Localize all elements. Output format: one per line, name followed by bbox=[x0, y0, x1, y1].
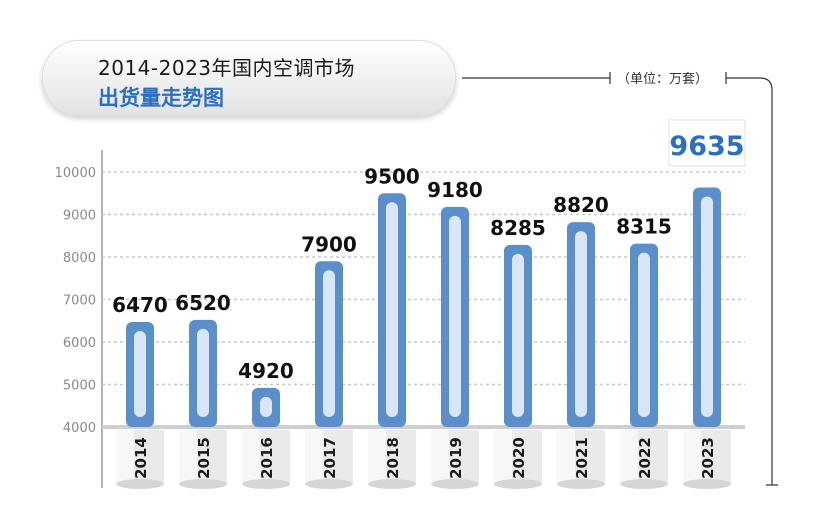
x-tick-label: 2017 bbox=[321, 437, 339, 479]
x-pedestal-base bbox=[305, 479, 353, 489]
bar-inner bbox=[449, 215, 461, 417]
y-tick-label: 4000 bbox=[63, 421, 96, 436]
value-label: 9180 bbox=[427, 178, 483, 202]
x-pedestal-shine bbox=[368, 430, 386, 484]
x-pedestal-shine bbox=[305, 430, 323, 484]
x-tick-label: 2023 bbox=[699, 437, 717, 479]
x-tick-label: 2018 bbox=[384, 437, 402, 479]
x-pedestal-base bbox=[557, 479, 605, 489]
y-tick-label: 9000 bbox=[63, 209, 96, 224]
chart-title: 2014-2023年国内空调市场 bbox=[98, 56, 356, 80]
value-label: 8820 bbox=[553, 193, 609, 217]
y-tick-label: 7000 bbox=[63, 294, 96, 309]
x-pedestal-base bbox=[242, 479, 290, 489]
value-label: 9500 bbox=[364, 164, 420, 188]
x-pedestal-shine bbox=[431, 430, 449, 484]
x-pedestal-base bbox=[683, 479, 731, 489]
x-pedestal-shine bbox=[179, 430, 197, 484]
y-tick-label: 5000 bbox=[63, 379, 96, 394]
value-label: 4920 bbox=[238, 359, 294, 383]
value-label: 7900 bbox=[301, 232, 357, 256]
bar-inner bbox=[701, 196, 713, 417]
x-tick-label: 2022 bbox=[636, 437, 654, 479]
x-tick-label: 2015 bbox=[195, 437, 213, 479]
bar-inner bbox=[512, 253, 524, 417]
unit-bracket bbox=[462, 72, 778, 486]
title-pill bbox=[42, 40, 456, 116]
value-label: 6470 bbox=[112, 293, 168, 317]
x-pedestal-shine bbox=[242, 430, 260, 484]
x-pedestal-base bbox=[179, 479, 227, 489]
x-tick-label: 2021 bbox=[573, 437, 591, 479]
y-tick-label: 10000 bbox=[55, 166, 96, 181]
y-tick-labels: 4000 5000 6000 7000 8000 9000 10000 bbox=[55, 166, 96, 436]
bar-inner bbox=[323, 270, 335, 417]
x-pedestal-shine bbox=[557, 430, 575, 484]
value-labels: 6470 6520 4920 7900 9500 9180 8285 8820 8315 9635 bbox=[112, 119, 746, 383]
highlight-value-box bbox=[668, 119, 746, 167]
x-pedestal-shine bbox=[494, 430, 512, 484]
x-pedestal-shine bbox=[683, 430, 701, 484]
x-pedestal-base bbox=[494, 479, 542, 489]
x-tick-label: 2016 bbox=[258, 437, 276, 479]
x-tick-label: 2019 bbox=[447, 437, 465, 479]
pedestal-layer: 2014 2015 2016 2017 2018 2019 2020 2021 2022 2023 bbox=[116, 430, 731, 489]
x-tick-label: 2014 bbox=[132, 437, 150, 479]
bar-inner bbox=[638, 252, 650, 417]
x-pedestal-base bbox=[368, 479, 416, 489]
x-pedestal-base bbox=[620, 479, 668, 489]
bar-layer bbox=[126, 187, 721, 427]
value-label: 6520 bbox=[175, 291, 231, 315]
bar-inner bbox=[386, 202, 398, 417]
x-tick-label: 2020 bbox=[510, 437, 528, 479]
bar-inner bbox=[575, 231, 587, 417]
x-pedestal-base bbox=[116, 479, 164, 489]
bar-inner bbox=[134, 331, 146, 417]
x-pedestal-base bbox=[431, 479, 479, 489]
bar-inner bbox=[197, 328, 209, 417]
unit-label: （单位：万套） bbox=[617, 72, 709, 87]
value-label: 8285 bbox=[490, 216, 546, 240]
chart-subtitle: 出货量走势图 bbox=[98, 86, 224, 110]
y-tick-label: 6000 bbox=[63, 336, 96, 351]
value-label: 8315 bbox=[616, 215, 672, 239]
x-pedestal-shine bbox=[620, 430, 638, 484]
value-label: 9635 bbox=[669, 131, 744, 162]
y-tick-label: 8000 bbox=[63, 251, 96, 266]
x-pedestal-shine bbox=[116, 430, 134, 484]
bar-inner bbox=[260, 396, 272, 417]
